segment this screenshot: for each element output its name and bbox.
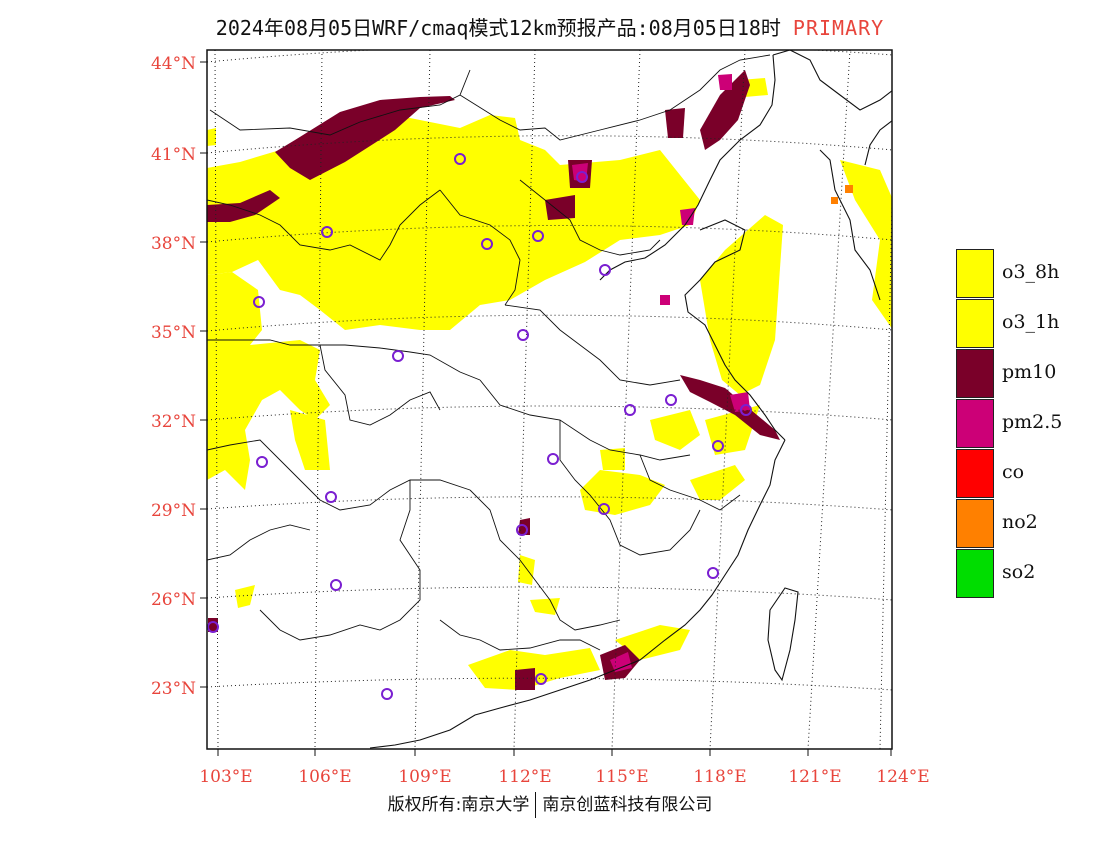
station-marker bbox=[532, 230, 544, 242]
copyright-left: 版权所有:南京大学 bbox=[387, 795, 530, 815]
lat-label-32: 32°N bbox=[151, 412, 196, 432]
primary-tag: PRIMARY bbox=[792, 16, 885, 40]
station-marker bbox=[707, 567, 719, 579]
lon-label-109: 109°E bbox=[398, 767, 451, 787]
lat-label-44: 44°N bbox=[151, 54, 196, 74]
lat-label-35: 35°N bbox=[151, 323, 196, 343]
station-marker bbox=[330, 579, 342, 591]
station-marker bbox=[598, 503, 610, 515]
legend-swatch bbox=[956, 349, 994, 398]
tick-marks bbox=[200, 61, 892, 756]
graticule bbox=[207, 50, 892, 749]
station-marker bbox=[517, 329, 529, 341]
lat-label-26: 26°N bbox=[151, 590, 196, 610]
station-marker bbox=[547, 453, 559, 465]
legend-swatch bbox=[956, 449, 994, 498]
map-title: 2024年08月05日WRF/cmaq模式12km预报产品:08月05日18时 P… bbox=[0, 12, 1100, 41]
station-marker bbox=[624, 404, 636, 416]
legend-swatch bbox=[956, 499, 994, 548]
legend-label: pm10 bbox=[1002, 361, 1057, 383]
legend-swatch bbox=[956, 249, 994, 298]
lon-label-112: 112°E bbox=[498, 767, 551, 787]
station-marker bbox=[481, 238, 493, 250]
lat-label-23: 23°N bbox=[151, 679, 196, 699]
taiwan-outline bbox=[767, 587, 799, 682]
legend-label: o3_1h bbox=[1002, 311, 1060, 333]
lon-label-115: 115°E bbox=[595, 767, 648, 787]
station-marker bbox=[712, 440, 724, 452]
lat-labels: 44°N 41°N 38°N 35°N 32°N 29°N 26°N 23°N bbox=[151, 54, 196, 699]
station-marker bbox=[665, 394, 677, 406]
copyright-right: 南京创蓝科技有限公司 bbox=[542, 795, 713, 815]
legend-label: pm2.5 bbox=[1002, 411, 1063, 433]
legend-swatch bbox=[956, 299, 994, 348]
station-marker bbox=[576, 171, 588, 183]
legend-label: no2 bbox=[1002, 511, 1038, 533]
map-frame bbox=[206, 49, 893, 750]
legend-label: so2 bbox=[1002, 561, 1036, 583]
legend-swatch bbox=[956, 399, 994, 448]
station-marker bbox=[454, 153, 466, 165]
copyright-footer: 版权所有:南京大学 南京创蓝科技有限公司 bbox=[0, 790, 1100, 818]
station-marker bbox=[207, 621, 219, 633]
station-marker bbox=[599, 264, 611, 276]
lon-label-103: 103°E bbox=[199, 767, 252, 787]
station-marker bbox=[381, 688, 393, 700]
station-marker bbox=[392, 350, 404, 362]
province-boundaries bbox=[207, 54, 771, 651]
lon-labels: 103°E 106°E 109°E 112°E 115°E 118°E 121°… bbox=[199, 767, 929, 787]
lon-label-121: 121°E bbox=[788, 767, 841, 787]
pm25-regions bbox=[572, 74, 750, 672]
legend-label: co bbox=[1002, 461, 1025, 483]
legend-label: o3_8h bbox=[1002, 261, 1060, 283]
station-marker bbox=[321, 226, 333, 238]
station-marker bbox=[740, 404, 752, 416]
map-title-text: 2024年08月05日WRF/cmaq模式12km预报产品:08月05日18时 bbox=[215, 16, 781, 40]
lon-label-124: 124°E bbox=[876, 767, 929, 787]
station-marker bbox=[256, 456, 268, 468]
station-marker bbox=[535, 673, 547, 685]
station-marker bbox=[325, 491, 337, 503]
no2-regions bbox=[831, 185, 853, 204]
footer-divider bbox=[535, 792, 537, 818]
lon-label-106: 106°E bbox=[298, 767, 351, 787]
legend-swatch bbox=[956, 549, 994, 598]
lon-label-118: 118°E bbox=[693, 767, 746, 787]
lat-label-38: 38°N bbox=[151, 234, 196, 254]
coastline bbox=[369, 50, 892, 749]
lat-label-29: 29°N bbox=[151, 501, 196, 521]
lat-label-41: 41°N bbox=[151, 145, 196, 165]
station-marker bbox=[253, 296, 265, 308]
station-marker bbox=[516, 524, 528, 536]
stations bbox=[207, 153, 752, 700]
